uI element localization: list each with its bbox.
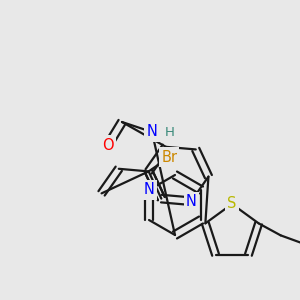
- Text: N: N: [144, 182, 154, 197]
- Text: N: N: [147, 124, 158, 140]
- Text: O: O: [102, 137, 114, 152]
- Text: S: S: [227, 196, 237, 211]
- Text: N: N: [186, 194, 197, 209]
- Text: H: H: [165, 125, 175, 139]
- Text: Br: Br: [161, 150, 177, 165]
